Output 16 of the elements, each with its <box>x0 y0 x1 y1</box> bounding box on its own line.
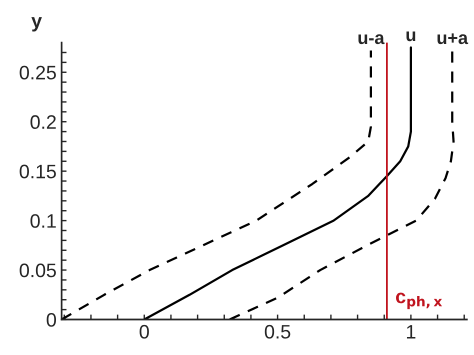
y-tick-label: 0 <box>46 312 56 327</box>
series-label: u-a <box>358 34 385 44</box>
line-series <box>62 49 372 320</box>
x-tick-label: 0.5 <box>264 324 290 339</box>
line-series <box>228 49 455 320</box>
y-tick-label: 0.25 <box>20 66 56 80</box>
y-tick-label: 0.1 <box>30 214 56 228</box>
y-tick-label: 0.05 <box>20 264 56 278</box>
x-tick-label: 1 <box>406 325 416 338</box>
series-label: u+a <box>438 33 468 44</box>
series-label: u <box>406 31 416 42</box>
x-tick-label: 0 <box>140 324 149 339</box>
y-tick-label: 0.2 <box>30 115 56 129</box>
y-axis-title: y <box>31 17 42 32</box>
y-tick-label: 0.15 <box>20 164 56 178</box>
ref-line-label: c$_{ph,x}$ <box>396 292 442 310</box>
